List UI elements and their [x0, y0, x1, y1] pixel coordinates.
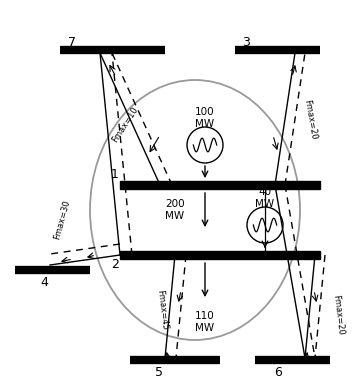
Text: Fmax=30: Fmax=30: [52, 199, 71, 241]
Text: 110
MW: 110 MW: [195, 311, 215, 333]
Text: Fmax=20: Fmax=20: [331, 294, 345, 336]
Bar: [120, 251, 320, 259]
Text: Fmax=20: Fmax=20: [302, 99, 318, 141]
Text: 5: 5: [155, 366, 163, 380]
Text: 2: 2: [111, 258, 119, 271]
Text: 1: 1: [111, 169, 119, 181]
Text: Fmax=45: Fmax=45: [155, 289, 169, 331]
Text: 200
MW: 200 MW: [165, 199, 185, 221]
Text: 100
MW: 100 MW: [195, 107, 215, 129]
Text: 4: 4: [40, 276, 48, 289]
Bar: [120, 181, 320, 189]
Text: 6: 6: [274, 366, 282, 380]
Text: 40
MW: 40 MW: [256, 187, 275, 209]
Text: Fmax=10: Fmax=10: [110, 106, 140, 145]
Text: 3: 3: [242, 36, 250, 48]
Text: 7: 7: [68, 36, 76, 48]
